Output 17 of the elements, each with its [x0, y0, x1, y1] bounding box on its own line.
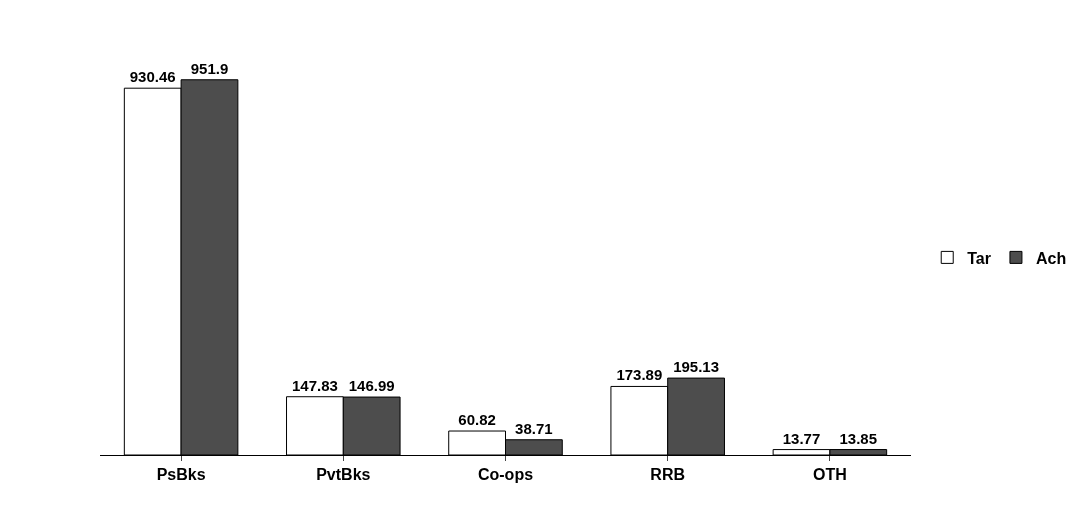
- legend-label: Tar: [967, 249, 991, 267]
- data-label: 951.9: [190, 59, 229, 77]
- x-tick-label: OTH: [813, 466, 847, 484]
- data-label: 60.82: [458, 411, 496, 429]
- data-label: 13.85: [839, 429, 878, 447]
- x-tick-label: PsBks: [156, 466, 206, 484]
- data-label: 195.13: [673, 358, 720, 376]
- x-tick-label: PvtBks: [316, 466, 371, 484]
- data-label: 173.89: [616, 366, 663, 384]
- data-label: 38.71: [515, 419, 553, 437]
- x-tick-label: Co-ops: [477, 466, 534, 484]
- data-label: 13.77: [782, 429, 821, 447]
- legend-label: Ach: [1035, 249, 1067, 267]
- data-label: 147.83: [291, 376, 338, 394]
- data-label: 930.46: [129, 68, 176, 86]
- x-tick-label: RRB: [650, 466, 686, 484]
- data-label: 146.99: [348, 377, 395, 395]
